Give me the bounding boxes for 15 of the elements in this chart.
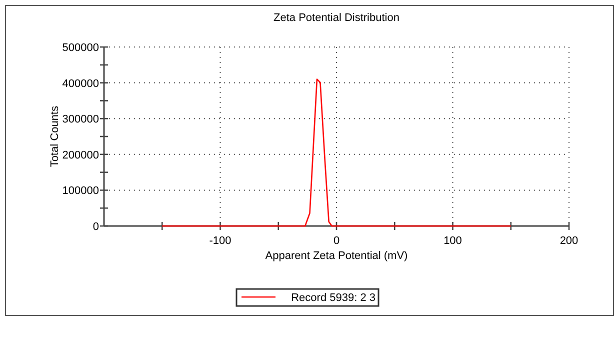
x-tick-label: 100 xyxy=(444,235,462,247)
x-axis-title: Apparent Zeta Potential (mV) xyxy=(265,250,408,262)
x-tick-label: -100 xyxy=(209,235,232,247)
chart-title: Zeta Potential Distribution xyxy=(274,12,400,24)
y-axis-title: Total Counts xyxy=(49,105,61,168)
x-tick-label: 0 xyxy=(333,235,340,247)
y-tick-label: 200000 xyxy=(62,149,99,162)
line-series xyxy=(161,78,512,227)
legend-label: Record 5939: 2 3 xyxy=(291,292,376,304)
y-tick-label: 0 xyxy=(92,221,99,233)
y-tick-label: 100000 xyxy=(62,185,99,198)
y-tick-label: 400000 xyxy=(62,78,99,90)
x-tick-label: 200 xyxy=(560,235,578,247)
y-tick-label: 500000 xyxy=(62,42,99,54)
y-tick-label: 300000 xyxy=(62,114,99,126)
